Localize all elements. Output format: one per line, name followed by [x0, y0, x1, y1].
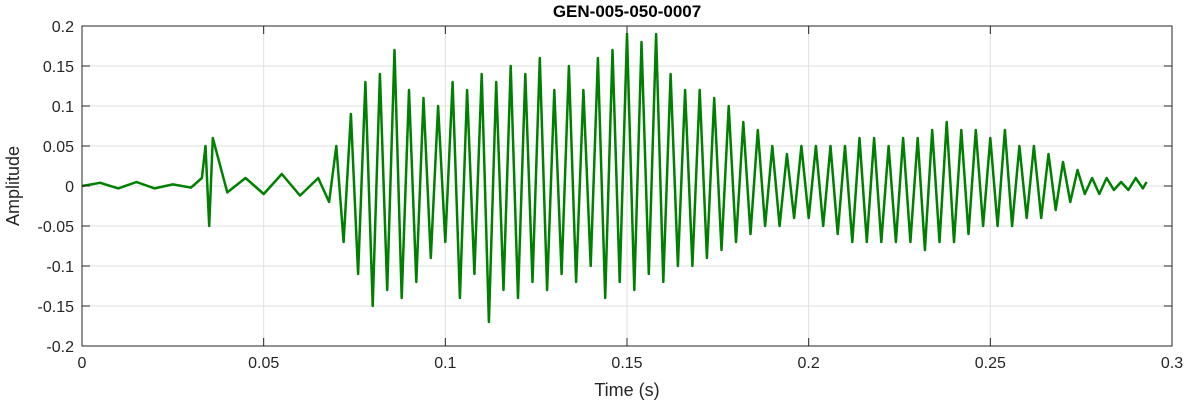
x-tick-label: 0.1 — [434, 355, 456, 372]
y-tick-label: -0.15 — [38, 299, 75, 316]
x-tick-label: 0.3 — [1161, 355, 1183, 372]
x-tick-label: 0 — [78, 355, 87, 372]
y-tick-label: 0.1 — [52, 99, 74, 116]
waveform-line — [81, 32, 1148, 324]
y-tick-label: 0.05 — [43, 139, 74, 156]
y-tick-label: -0.1 — [46, 259, 74, 276]
y-axis-title: Amplitude — [3, 146, 23, 226]
y-tick-label: 0.15 — [43, 59, 74, 76]
x-axis-title: Time (s) — [594, 380, 659, 400]
y-tick-label: -0.05 — [38, 219, 75, 236]
x-tick-label: 0.15 — [611, 355, 642, 372]
x-tick-label: 0.25 — [975, 355, 1006, 372]
x-tick-label: 0.05 — [248, 355, 279, 372]
ticks: 0 0.05 0.1 0.15 0.2 0.25 0.3 -0.2 -0.15 -0.1 -0.05… — [38, 19, 1184, 372]
y-tick-label: 0 — [65, 179, 74, 196]
chart-title: GEN-005-050-0007 — [553, 2, 701, 21]
y-tick-label: 0.2 — [52, 19, 74, 36]
y-tick-label: -0.2 — [46, 339, 74, 356]
x-tick-label: 0.2 — [798, 355, 820, 372]
series-layer — [81, 32, 1148, 324]
